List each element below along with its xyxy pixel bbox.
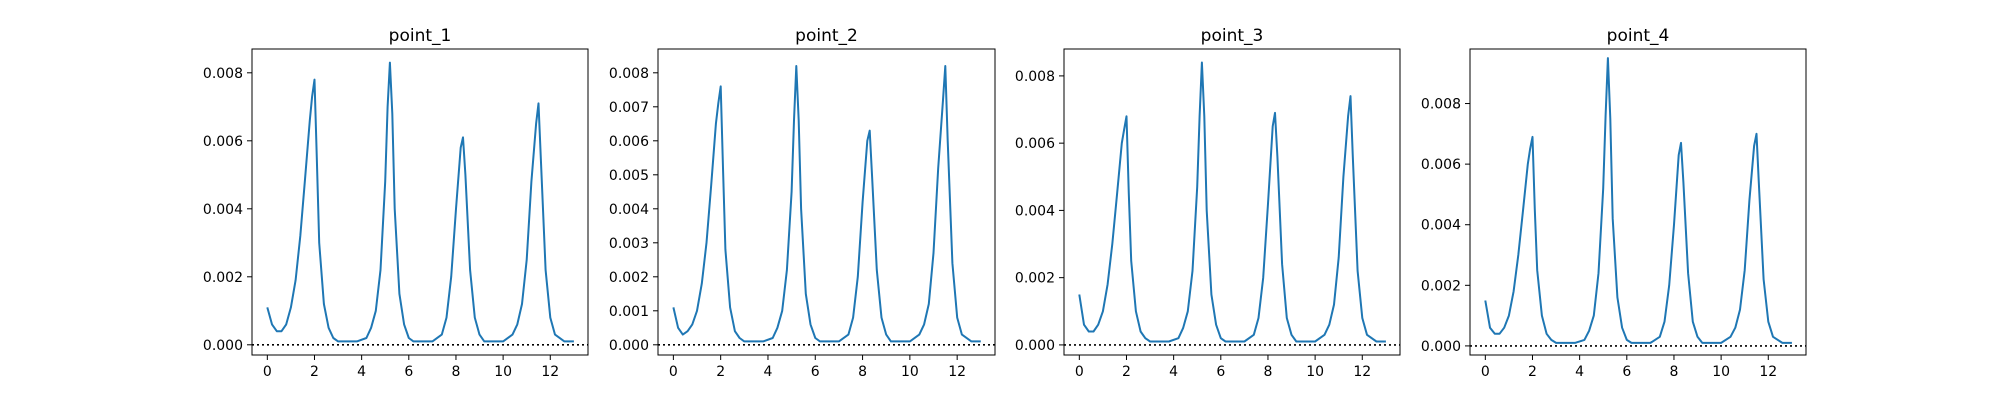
- x-tick-label: 8: [858, 364, 867, 380]
- chart-panel-3: point_3 0 2 4 6 8 10 12 0.000 0.002 0.004 0.006 0.00…: [1015, 26, 1401, 380]
- x-tick-label: 2: [1528, 364, 1537, 380]
- x-tick-label: 10: [1712, 364, 1730, 380]
- series-line-1: [1484, 57, 1792, 344]
- y-tick-label: 0.004: [1421, 218, 1461, 234]
- y-tick-label: 0.004: [203, 202, 243, 218]
- x-tick-label: 4: [1169, 364, 1178, 380]
- x-tick-label: 6: [1622, 364, 1631, 380]
- x-tick-label: 8: [451, 364, 460, 380]
- axes-frame: [1469, 48, 1807, 356]
- y-tick-label: 0.004: [609, 202, 649, 218]
- x-tick-label: 0: [669, 364, 678, 380]
- x-tick-label: 12: [948, 364, 966, 380]
- y-tick-label: 0.004: [1015, 203, 1055, 219]
- x-tick-label: 10: [1306, 364, 1324, 380]
- chart-panel-4: point_4 0 2 4 6 8 10 12 0.000 0.002 0.004 0.006 0.00…: [1421, 26, 1807, 380]
- chart-title: point_3: [1201, 26, 1264, 46]
- y-tick-label: 0.000: [203, 338, 243, 354]
- x-tick-label: 10: [901, 364, 919, 380]
- y-tick-label: 0.000: [1421, 339, 1461, 355]
- y-tick-label: 0.000: [1015, 338, 1055, 354]
- x-tick-label: 4: [1575, 364, 1584, 380]
- x-tick-label: 8: [1669, 364, 1678, 380]
- y-tick-label: 0.008: [203, 66, 243, 82]
- axes-frame: [1063, 48, 1401, 356]
- chart-title: point_4: [1607, 26, 1670, 46]
- y-tick-label: 0.006: [1015, 136, 1055, 152]
- y-tick-label: 0.001: [609, 304, 649, 320]
- y-tick-label: 0.008: [1015, 69, 1055, 85]
- y-tick-label: 0.003: [609, 236, 649, 252]
- y-tick-label: 0.006: [609, 134, 649, 150]
- x-tick-label: 2: [310, 364, 319, 380]
- chart-panel-2: point_2 0 2 4 6 8 10 12 0.000 0.001 0.002 0.003 0.00…: [609, 26, 996, 380]
- x-tick-label: 0: [1075, 364, 1084, 380]
- x-tick-label: 4: [764, 364, 773, 380]
- series-line-1: [1078, 61, 1386, 343]
- y-tick-label: 0.007: [609, 100, 649, 116]
- chart-title: point_1: [389, 26, 452, 46]
- y-tick-label: 0.002: [1015, 271, 1055, 287]
- y-tick-label: 0.002: [609, 270, 649, 286]
- x-tick-label: 6: [1216, 364, 1225, 380]
- y-tick-label: 0.000: [609, 338, 649, 354]
- x-tick-label: 6: [404, 364, 413, 380]
- y-tick-label: 0.006: [1421, 157, 1461, 173]
- y-tick-label: 0.008: [1421, 97, 1461, 113]
- y-tick-label: 0.005: [609, 168, 649, 184]
- x-tick-label: 0: [263, 364, 272, 380]
- x-tick-label: 12: [1353, 364, 1371, 380]
- y-tick-label: 0.006: [203, 134, 243, 150]
- axes-frame: [251, 48, 589, 356]
- x-tick-label: 2: [716, 364, 725, 380]
- x-tick-label: 10: [494, 364, 512, 380]
- x-tick-label: 6: [811, 364, 820, 380]
- x-tick-label: 12: [541, 364, 559, 380]
- series-line-1: [266, 61, 574, 343]
- series-line-1: [672, 65, 981, 343]
- axes-frame: [657, 48, 996, 356]
- chart-panel-1: point_1 0 2 4 6 8 10 12 0.000 0.002 0.004 0.006 0.00…: [203, 26, 589, 380]
- x-tick-label: 8: [1263, 364, 1272, 380]
- y-tick-label: 0.008: [609, 66, 649, 82]
- y-tick-label: 0.002: [1421, 278, 1461, 294]
- y-tick-label: 0.002: [203, 270, 243, 286]
- chart-title: point_2: [795, 26, 858, 46]
- x-tick-label: 4: [357, 364, 366, 380]
- x-tick-label: 12: [1759, 364, 1777, 380]
- x-tick-label: 2: [1122, 364, 1131, 380]
- x-tick-label: 0: [1481, 364, 1490, 380]
